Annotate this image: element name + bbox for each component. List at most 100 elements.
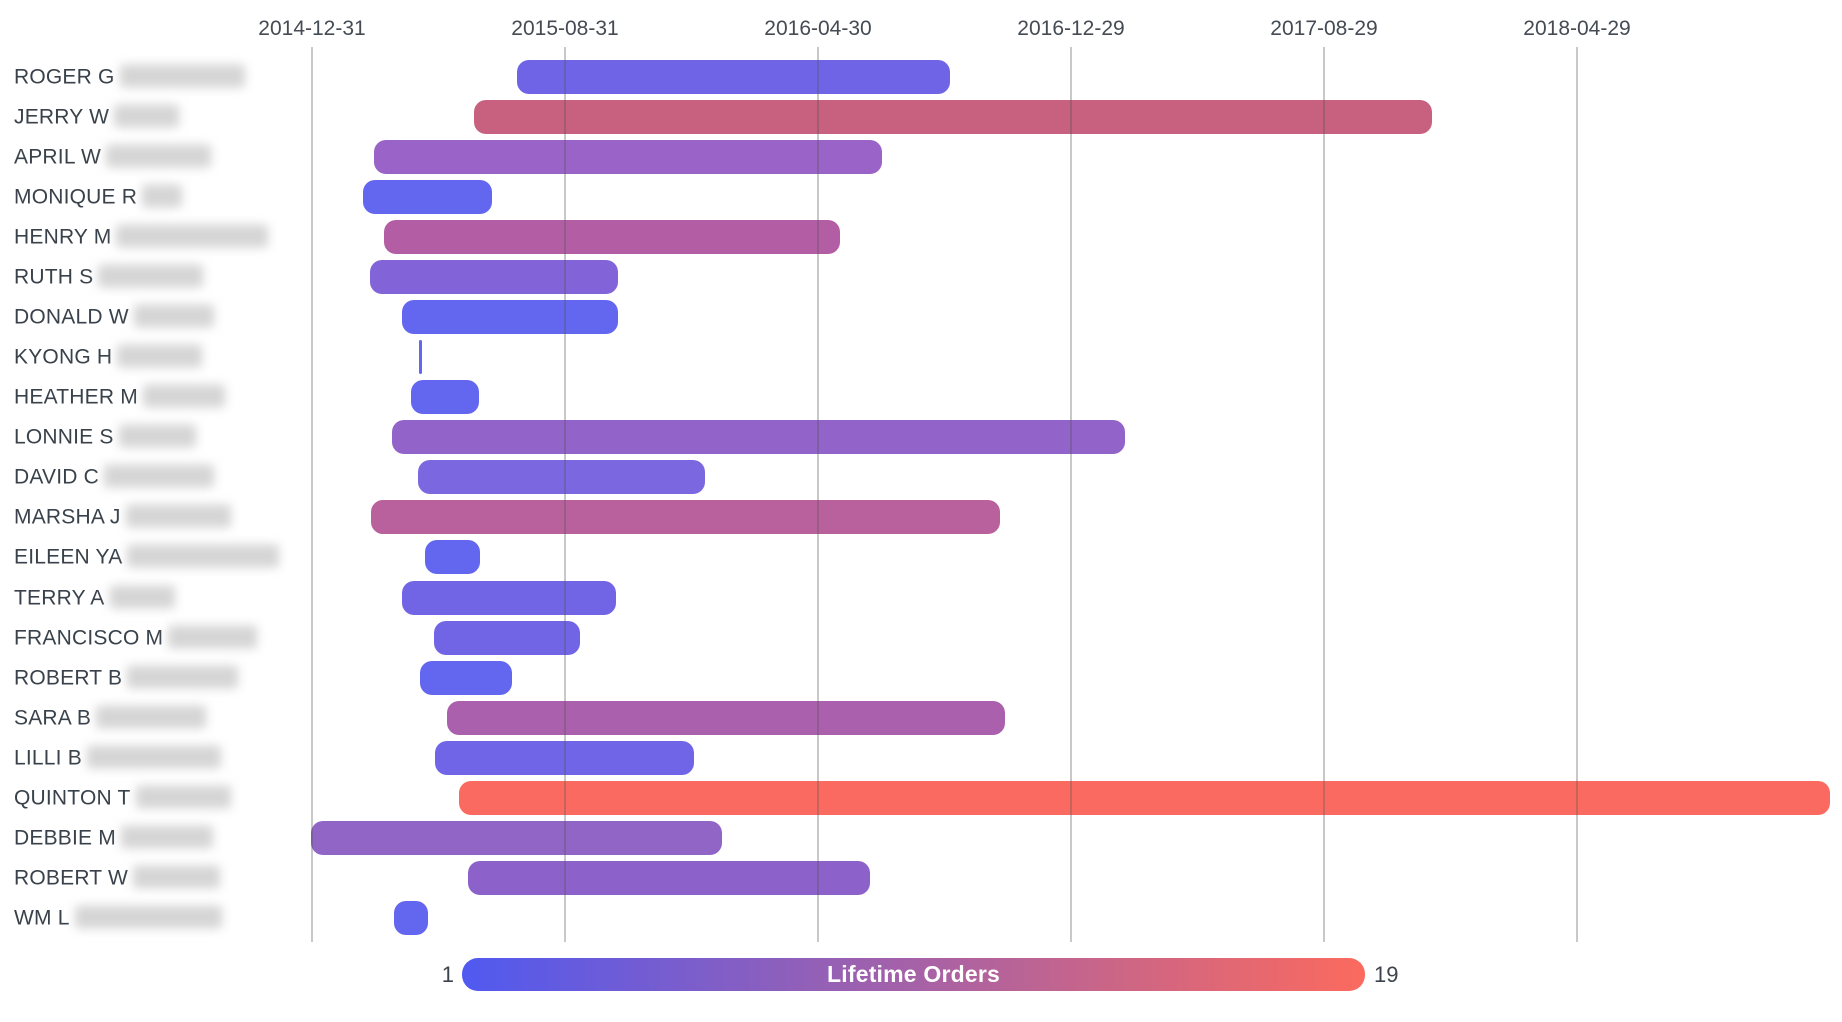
redacted-name-blur	[117, 344, 203, 368]
row-label-text: MONIQUE R	[14, 185, 138, 209]
timeline-bar	[419, 340, 423, 375]
row-label-text: FRANCISCO M	[14, 626, 164, 650]
row-label-text: DAVID C	[14, 465, 100, 489]
row-label-text: DONALD W	[14, 305, 129, 329]
redacted-name-blur	[96, 705, 207, 729]
row-label-text: QUINTON T	[14, 786, 131, 810]
gridline	[1576, 47, 1578, 942]
timeline-bar	[517, 59, 951, 94]
row-label: TERRY A	[14, 585, 175, 610]
timeline-bar	[433, 620, 580, 655]
row-label: HEATHER M	[14, 384, 225, 410]
row-label-text: TERRY A	[14, 586, 105, 609]
row-label-text: EILEEN YA	[14, 545, 123, 569]
redacted-name-blur	[114, 104, 180, 128]
row-label: KYONG H	[14, 344, 203, 370]
timeline-bar	[447, 700, 1006, 735]
row-label-text: ROBERT B	[14, 666, 123, 690]
redacted-name-blur	[127, 665, 239, 689]
timeline-bar	[425, 540, 480, 575]
row-label-text: LILLI B	[14, 746, 82, 770]
row-label: LILLI B	[14, 745, 221, 770]
x-tick-label: 2016-12-29	[1017, 17, 1125, 40]
timeline-bar	[310, 820, 723, 855]
row-label: APRIL W	[14, 144, 211, 169]
redacted-name-blur	[74, 905, 222, 929]
redacted-name-blur	[135, 785, 231, 809]
redacted-name-blur	[118, 424, 196, 448]
row-label: ROBERT B	[14, 665, 239, 690]
row-label-text: SARA B	[14, 706, 92, 730]
gridline	[311, 47, 313, 942]
legend-min-value: 1	[441, 962, 454, 987]
timeline-bar	[474, 99, 1433, 134]
redacted-name-blur	[168, 625, 258, 649]
timeline-bar	[370, 259, 619, 294]
timeline-bar	[458, 780, 1830, 815]
row-label-text: HEATHER M	[14, 385, 138, 409]
row-label-text: JERRY W	[14, 105, 110, 129]
redacted-name-blur	[133, 865, 221, 889]
redacted-name-blur	[119, 64, 245, 88]
row-label: ROGER G	[14, 64, 245, 89]
gridline	[817, 47, 819, 942]
legend-gradient-bar: Lifetime Orders	[462, 958, 1365, 991]
timeline-bar	[363, 179, 493, 214]
redacted-name-blur	[125, 504, 231, 528]
redacted-name-blur	[105, 144, 211, 168]
timeline-bar	[401, 300, 619, 335]
timeline-bar	[410, 380, 479, 415]
row-label: LONNIE S	[14, 424, 196, 450]
row-label-text: HENRY M	[14, 225, 112, 249]
timeline-bar	[434, 740, 695, 775]
timeline-bar	[418, 460, 705, 495]
redacted-name-blur	[86, 745, 221, 769]
row-label: DONALD W	[14, 304, 214, 330]
timeline-bar	[383, 219, 840, 254]
row-label: SARA B	[14, 705, 207, 730]
redacted-name-blur	[98, 264, 204, 288]
timeline-bar	[468, 861, 871, 895]
redacted-name-blur	[142, 384, 225, 408]
timeline-bar	[374, 139, 882, 174]
row-label-text: WM L	[14, 906, 70, 930]
row-label: HENRY M	[14, 224, 269, 249]
row-label: QUINTON T	[14, 785, 231, 810]
gridline	[564, 47, 566, 942]
timeline-bar	[392, 420, 1126, 455]
x-tick-label: 2014-12-31	[258, 17, 366, 40]
row-label: JERRY W	[14, 104, 180, 129]
redacted-name-blur	[104, 464, 215, 488]
redacted-name-blur	[133, 304, 214, 328]
gridline	[1323, 47, 1325, 942]
row-label: DEBBIE M	[14, 825, 213, 850]
row-label: MARSHA J	[14, 504, 231, 530]
legend-max-value: 19	[1374, 962, 1399, 987]
gridline	[1070, 47, 1072, 942]
row-label-text: RUTH S	[14, 265, 94, 289]
redacted-name-blur	[109, 585, 175, 608]
row-label-text: APRIL W	[14, 145, 101, 169]
row-label-text: LONNIE S	[14, 425, 114, 449]
row-label: ROBERT W	[14, 865, 221, 891]
timeline-bar	[394, 901, 428, 936]
redacted-name-blur	[116, 224, 269, 248]
row-label: EILEEN YA	[14, 544, 280, 570]
row-label: DAVID C	[14, 464, 215, 490]
redacted-name-blur	[142, 184, 183, 208]
timeline-bar	[371, 500, 1001, 535]
row-label: MONIQUE R	[14, 184, 183, 209]
x-tick-label: 2016-04-30	[764, 17, 872, 40]
timeline-bar	[420, 660, 512, 695]
row-label-text: DEBBIE M	[14, 826, 116, 850]
x-tick-label: 2018-04-29	[1523, 17, 1631, 40]
row-label: WM L	[14, 905, 222, 931]
row-label: RUTH S	[14, 264, 204, 289]
row-label-text: ROGER G	[14, 65, 115, 89]
row-label-text: ROBERT W	[14, 866, 129, 890]
redacted-name-blur	[120, 825, 213, 849]
legend-title: Lifetime Orders	[827, 961, 1000, 987]
redacted-name-blur	[127, 544, 280, 568]
x-tick-label: 2015-08-31	[511, 17, 619, 40]
